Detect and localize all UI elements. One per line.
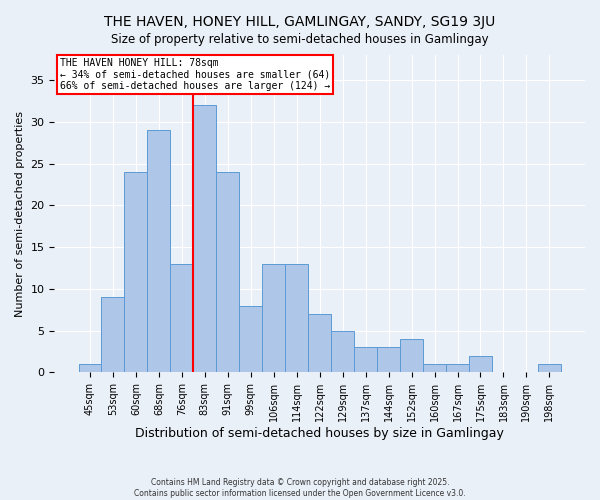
Bar — [377, 348, 400, 372]
Bar — [217, 172, 239, 372]
Bar — [446, 364, 469, 372]
Text: Contains HM Land Registry data © Crown copyright and database right 2025.
Contai: Contains HM Land Registry data © Crown c… — [134, 478, 466, 498]
Bar — [400, 339, 423, 372]
Bar — [262, 264, 285, 372]
Text: THE HAVEN HONEY HILL: 78sqm
← 34% of semi-detached houses are smaller (64)
66% o: THE HAVEN HONEY HILL: 78sqm ← 34% of sem… — [60, 58, 330, 92]
Bar — [79, 364, 101, 372]
Bar — [308, 314, 331, 372]
Text: THE HAVEN, HONEY HILL, GAMLINGAY, SANDY, SG19 3JU: THE HAVEN, HONEY HILL, GAMLINGAY, SANDY,… — [104, 15, 496, 29]
Bar — [354, 348, 377, 372]
Bar — [469, 356, 492, 372]
Bar — [148, 130, 170, 372]
Bar — [101, 297, 124, 372]
Bar — [538, 364, 561, 372]
Bar — [285, 264, 308, 372]
Bar — [124, 172, 148, 372]
Text: Size of property relative to semi-detached houses in Gamlingay: Size of property relative to semi-detach… — [111, 32, 489, 46]
Y-axis label: Number of semi-detached properties: Number of semi-detached properties — [15, 110, 25, 316]
Bar — [331, 330, 354, 372]
Bar — [193, 105, 217, 372]
Bar — [423, 364, 446, 372]
X-axis label: Distribution of semi-detached houses by size in Gamlingay: Distribution of semi-detached houses by … — [135, 427, 504, 440]
Bar — [239, 306, 262, 372]
Bar — [170, 264, 193, 372]
